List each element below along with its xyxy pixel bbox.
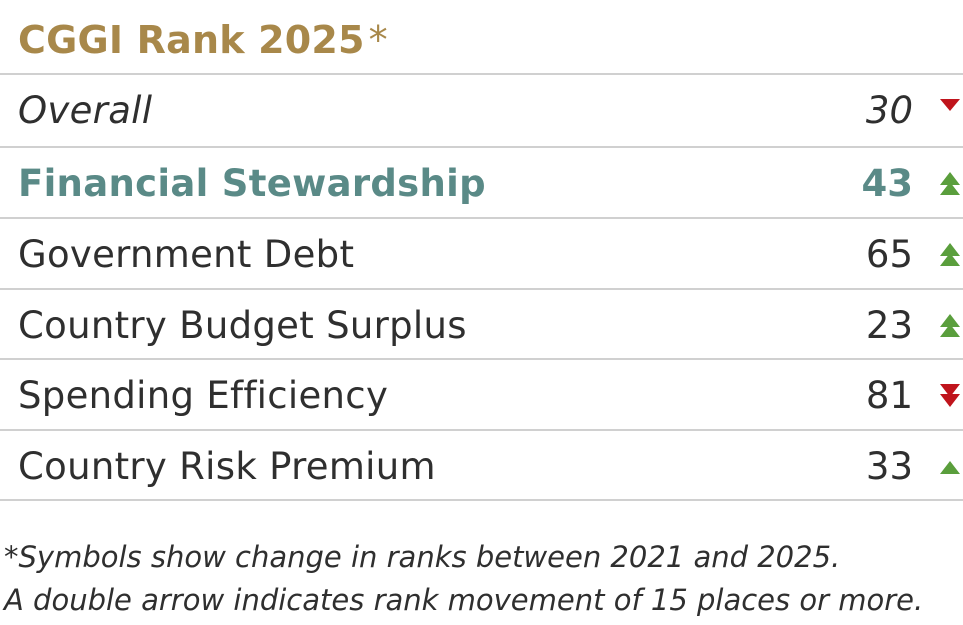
row-rank: 81 [865,374,913,417]
arrow-triangle [940,172,960,185]
arrow-triangle [940,461,960,474]
row-rank: 30 [865,89,913,132]
title-text: CGGI Rank 2025 [18,18,365,62]
footnote-line-1: *Symbols show change in ranks between 20… [4,540,841,574]
footnote: *Symbols show change in ranks between 20… [4,536,923,622]
table-divider [0,146,963,148]
arrow-triangle [940,394,960,407]
rank-down-icon [940,99,960,111]
table-divider [0,288,963,290]
table-row-financial-stewardship: Financial Stewardship 43 [0,148,963,219]
row-rank: 65 [865,233,913,276]
arrow-triangle [940,324,960,337]
row-label: Financial Stewardship [18,162,486,205]
table-row-country-budget-surplus: Country Budget Surplus 23 [0,290,963,361]
table-divider [0,429,963,431]
footnote-line-2: A double arrow indicates rank movement o… [4,583,924,617]
row-label: Spending Efficiency [18,374,389,417]
arrow-triangle [940,314,960,327]
rank-double-up-icon [940,314,960,337]
table-row-government-debt: Government Debt 65 [0,219,963,290]
row-label: Overall [18,89,153,132]
table-row-country-risk-premium: Country Risk Premium 33 [0,431,963,502]
rank-double-down-icon [940,384,960,407]
table-row-overall: Overall 30 [0,75,963,146]
rank-double-up-icon [940,172,960,195]
page-title: CGGI Rank 2025 * [18,18,388,62]
row-rank: 23 [865,304,913,347]
row-rank: 33 [865,445,913,488]
rank-double-up-icon [940,243,960,266]
row-label: Country Risk Premium [18,445,436,488]
table-divider [0,499,963,501]
arrow-triangle [940,243,960,256]
arrow-triangle [940,99,960,111]
table-divider [0,73,963,75]
rank-up-icon [940,461,960,474]
arrow-triangle [940,384,960,397]
table-divider [0,217,963,219]
table-row-spending-efficiency: Spending Efficiency 81 [0,360,963,431]
arrow-triangle [940,253,960,266]
row-rank: 43 [861,162,914,205]
title-asterisk: * [368,18,388,62]
table-divider [0,358,963,360]
row-label: Government Debt [18,233,355,276]
row-label: Country Budget Surplus [18,304,467,347]
arrow-triangle [940,182,960,195]
